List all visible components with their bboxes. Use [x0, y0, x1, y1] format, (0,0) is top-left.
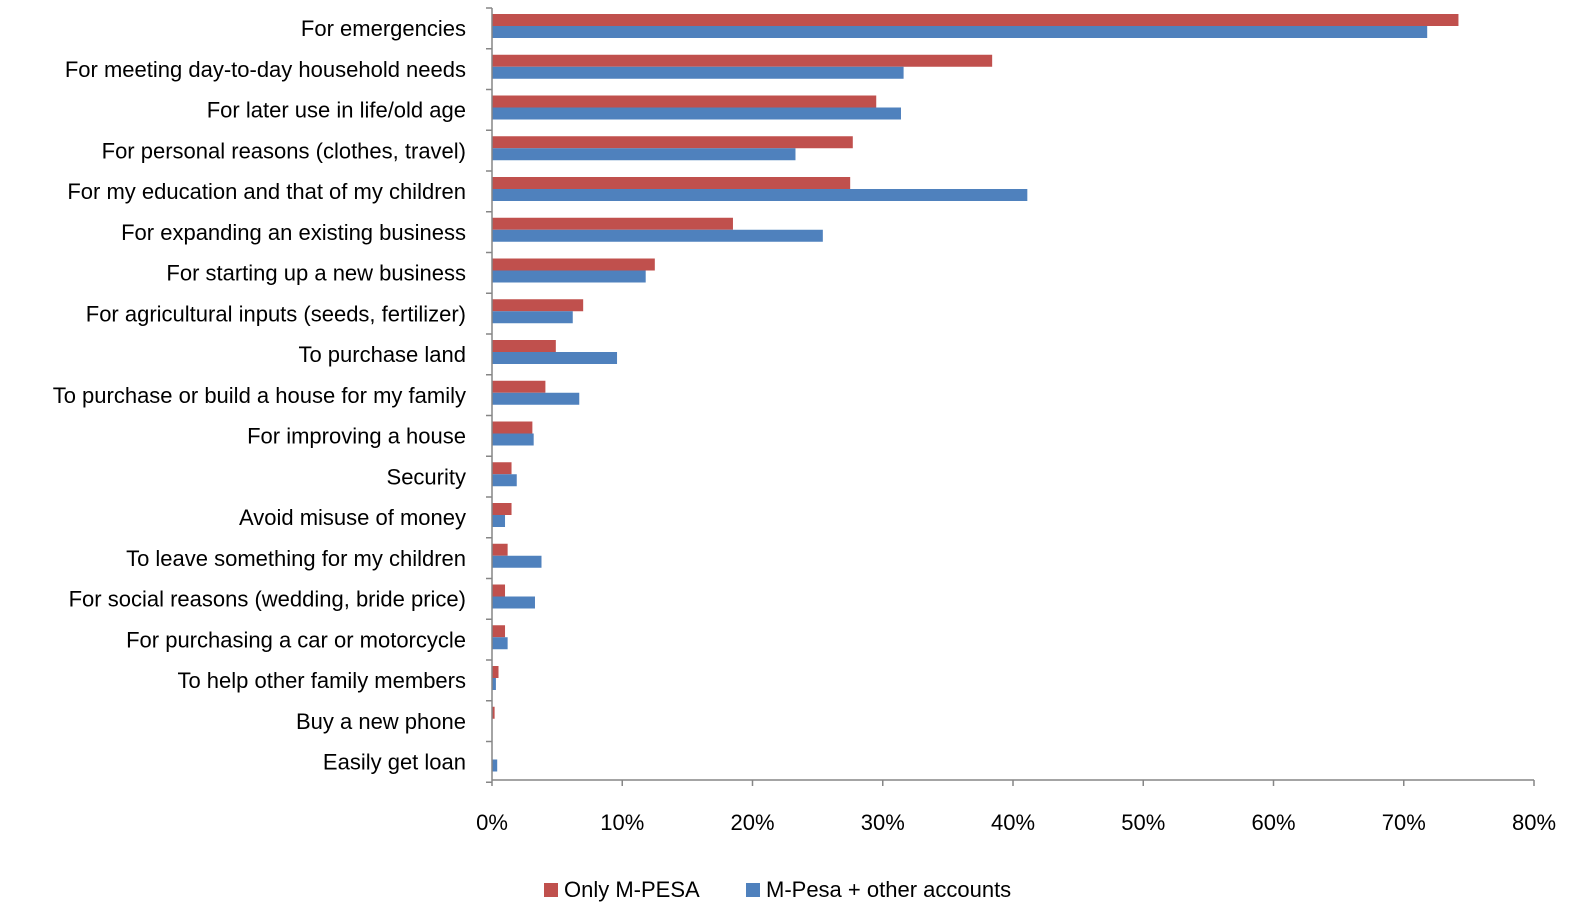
- bar-only-mpesa-3: [492, 136, 853, 149]
- bar-only-mpesa-17: [492, 706, 495, 719]
- category-label: For purchasing a car or motorcycle: [126, 627, 466, 652]
- bar-mpesa-plus-other-13: [492, 555, 542, 568]
- legend-label: M-Pesa + other accounts: [766, 877, 1011, 902]
- x-tick-label: 0%: [476, 810, 508, 835]
- axes: [486, 7, 1535, 786]
- bar-mpesa-plus-other-9: [492, 392, 580, 405]
- x-tick-label: 40%: [991, 810, 1035, 835]
- bar-only-mpesa-5: [492, 217, 733, 230]
- bar-mpesa-plus-other-16: [492, 678, 496, 690]
- category-label: To leave something for my children: [126, 546, 466, 571]
- bar-mpesa-plus-other-8: [492, 352, 618, 364]
- category-label: For personal reasons (clothes, travel): [102, 138, 466, 163]
- bar-only-mpesa-12: [492, 503, 512, 515]
- x-tick-labels: 0% 10% 20% 30% 40% 50% 60% 70% 80%: [476, 810, 1556, 835]
- bar-mpesa-plus-other-2: [492, 107, 901, 120]
- bar-only-mpesa-16: [492, 666, 499, 678]
- x-tick-label: 20%: [730, 810, 774, 835]
- bar-only-mpesa-6: [492, 258, 655, 271]
- legend-swatch: [544, 883, 558, 897]
- legend: Only M-PESA M-Pesa + other accounts: [544, 877, 1011, 902]
- bar-mpesa-plus-other-10: [492, 433, 534, 446]
- bar-only-mpesa-4: [492, 177, 851, 189]
- bar-only-mpesa-10: [492, 421, 533, 434]
- bar-only-mpesa-2: [492, 95, 877, 108]
- x-tick-label: 10%: [600, 810, 644, 835]
- category-label: For starting up a new business: [166, 261, 466, 286]
- legend-item-mpesa-plus-other: M-Pesa + other accounts: [746, 877, 1011, 902]
- category-label: Buy a new phone: [296, 709, 466, 734]
- category-label: For social reasons (wedding, bride price…: [69, 587, 466, 612]
- x-tick-label: 80%: [1512, 810, 1556, 835]
- bar-mpesa-plus-other-7: [492, 311, 573, 324]
- legend-item-only-mpesa: Only M-PESA: [544, 877, 700, 902]
- category-label: For emergencies: [301, 16, 466, 41]
- category-label: To help other family members: [177, 668, 466, 693]
- bar-only-mpesa-9: [492, 380, 546, 393]
- bar-mpesa-plus-other-15: [492, 637, 508, 650]
- legend-swatch: [746, 883, 760, 897]
- bar-only-mpesa-14: [492, 584, 506, 597]
- bar-only-mpesa-13: [492, 543, 508, 556]
- category-label: For improving a house: [247, 424, 466, 449]
- bar-mpesa-plus-other-0: [492, 26, 1428, 38]
- bar-mpesa-plus-other-5: [492, 229, 823, 242]
- legend-label: Only M-PESA: [564, 877, 700, 902]
- bar-only-mpesa-11: [492, 462, 512, 475]
- category-label: Easily get loan: [323, 750, 466, 775]
- category-label: Avoid misuse of money: [239, 505, 466, 530]
- bar-only-mpesa-8: [492, 340, 556, 352]
- bar-mpesa-plus-other-3: [492, 148, 796, 161]
- bar-mpesa-plus-other-18: [492, 759, 498, 772]
- bar-only-mpesa-0: [492, 14, 1459, 26]
- category-label: To purchase land: [298, 342, 466, 367]
- bar-mpesa-plus-other-12: [492, 515, 506, 527]
- x-tick-label: 50%: [1121, 810, 1165, 835]
- bar-only-mpesa-1: [492, 54, 993, 67]
- category-labels: For emergencies For meeting day-to-day ho…: [53, 16, 466, 775]
- bar-mpesa-plus-other-14: [492, 596, 535, 609]
- category-label: For meeting day-to-day household needs: [65, 57, 466, 82]
- x-tick-label: 60%: [1251, 810, 1295, 835]
- bar-only-mpesa-15: [492, 625, 506, 638]
- category-label: For later use in life/old age: [207, 98, 466, 123]
- bars: [492, 14, 1459, 772]
- category-label: To purchase or build a house for my fami…: [53, 383, 466, 408]
- category-label: For expanding an existing business: [121, 220, 466, 245]
- bar-mpesa-plus-other-1: [492, 66, 904, 79]
- category-label: Security: [387, 464, 466, 489]
- bar-mpesa-plus-other-4: [492, 189, 1028, 201]
- bar-only-mpesa-7: [492, 299, 584, 312]
- category-label: For agricultural inputs (seeds, fertiliz…: [86, 301, 466, 326]
- x-tick-label: 70%: [1382, 810, 1426, 835]
- bar-mpesa-plus-other-6: [492, 270, 646, 283]
- bar-mpesa-plus-other-11: [492, 474, 517, 487]
- category-label: For my education and that of my children: [67, 179, 466, 204]
- x-tick-label: 30%: [861, 810, 905, 835]
